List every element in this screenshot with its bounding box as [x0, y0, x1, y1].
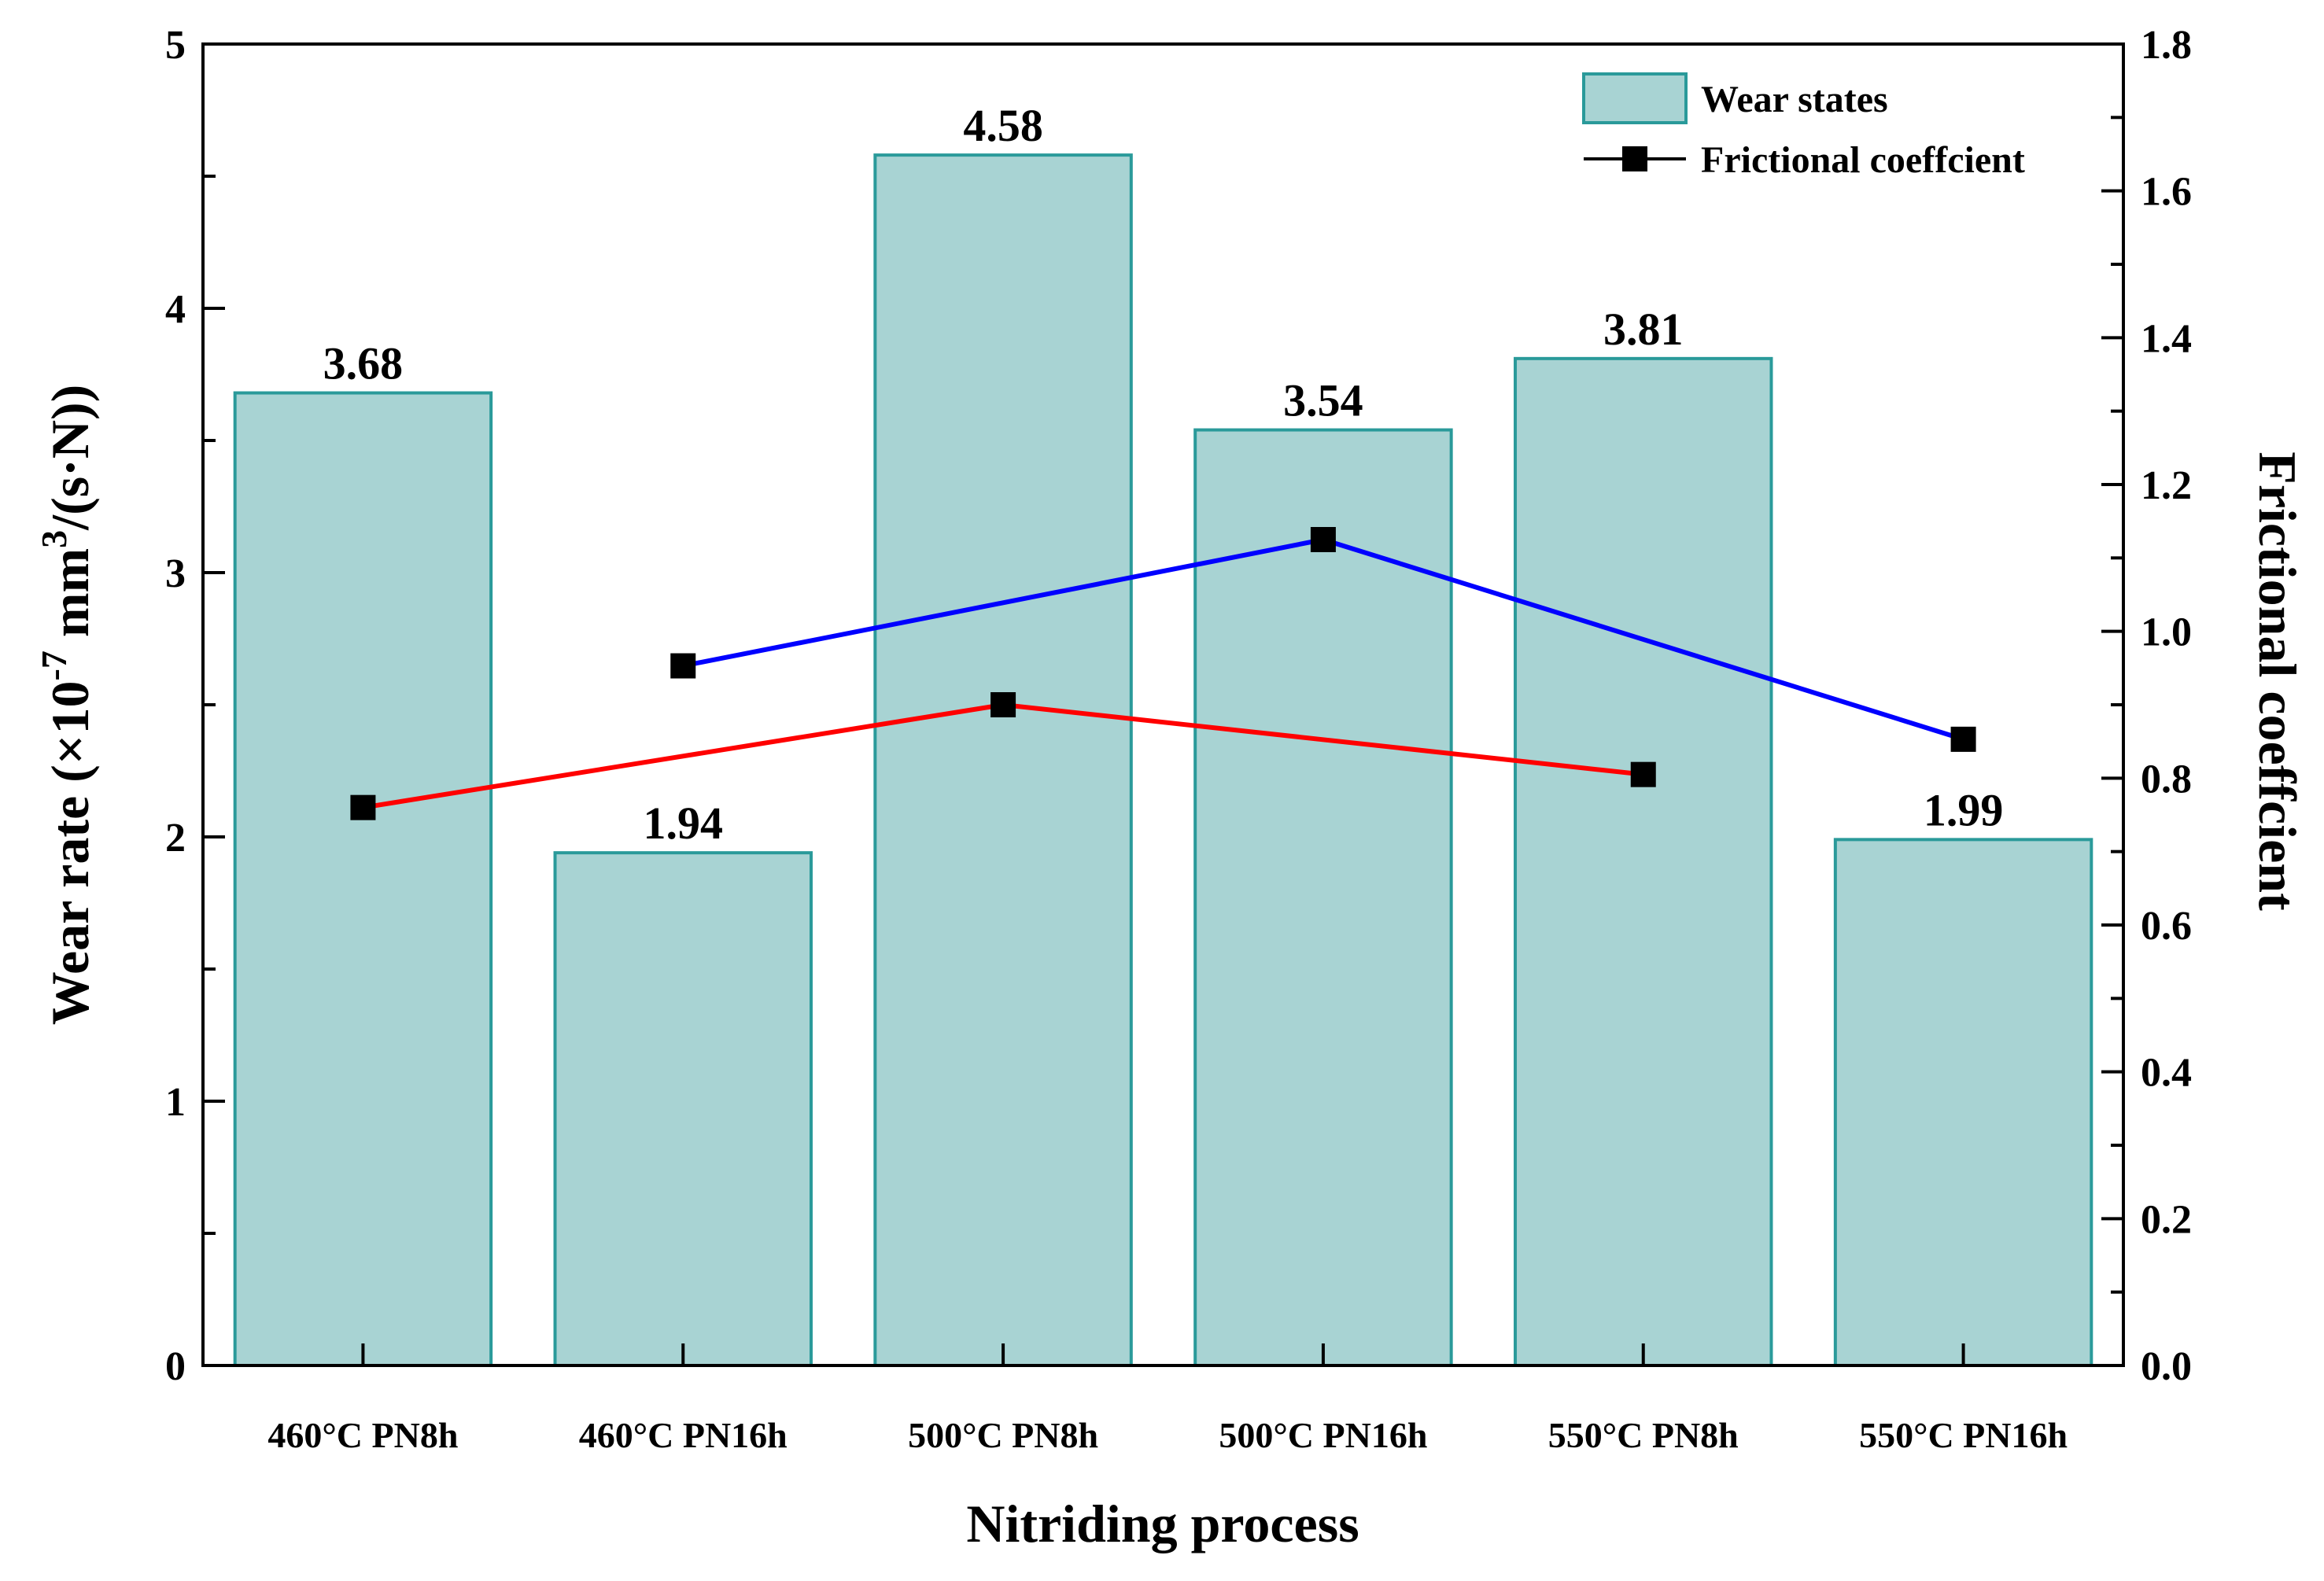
y-axis-title-prefix: Wear rate (×10 — [40, 680, 100, 1025]
y-axis-left: 0 1 2 3 4 5 — [165, 23, 225, 1389]
bar-value-label-2: 4.58 — [963, 100, 1043, 151]
y-tick-label-2: 2 — [165, 816, 186, 861]
y-tick-label-1: 1 — [165, 1080, 186, 1125]
x-axis-title: Nitriding process — [966, 1494, 1359, 1553]
y-axis-right: 0.0 0.2 0.4 0.6 0.8 1.0 1.2 1.4 1.6 1.8 — [2101, 23, 2192, 1389]
bar-labels-layer: 3.68 1.94 4.58 3.54 3.81 1.99 — [323, 100, 2004, 849]
friction-marker-PN8h-2 — [1630, 761, 1656, 787]
y-tick-label-0: 0 — [165, 1344, 186, 1389]
bar-value-label-3: 3.54 — [1283, 375, 1363, 426]
legend-label-frictional: Frictional coeffcient — [1701, 139, 2025, 181]
bar-4 — [1514, 356, 1773, 1368]
x-tick-label-3: 500°C PN16h — [1219, 1415, 1427, 1455]
friction-marker-PN16h-1 — [1310, 527, 1336, 552]
y-axis-title: Wear rate (×10-7 mm3/(s·N)) — [34, 385, 100, 1026]
bar-value-label-5: 1.99 — [1924, 784, 2004, 835]
x-tick-label-5: 550°C PN16h — [1859, 1415, 2068, 1455]
y2-tick-label-1: 0.2 — [2141, 1197, 2192, 1242]
bar-value-label-0: 3.68 — [323, 338, 404, 389]
friction-marker-PN16h-0 — [670, 653, 696, 679]
y2-tick-label-8: 1.6 — [2141, 170, 2192, 215]
y-tick-label-5: 5 — [165, 23, 186, 68]
legend: Wear states Frictional coeffcient — [1582, 72, 2025, 181]
y-axis-title-mid: mm — [40, 548, 100, 650]
x-axis: 460°C PN8h 460°C PN16h 500°C PN8h 500°C PN1… — [267, 1343, 2068, 1455]
y-axis-title-suffix: /(s·N)) — [40, 385, 100, 531]
friction-marker-PN8h-1 — [990, 692, 1016, 717]
bar-value-label-1: 1.94 — [644, 798, 724, 849]
y2-tick-label-5: 1.0 — [2141, 610, 2192, 655]
legend-marker-swatch — [1622, 146, 1647, 171]
y2-tick-label-4: 0.8 — [2141, 757, 2192, 802]
y2-tick-label-6: 1.2 — [2141, 463, 2192, 508]
bar-5 — [1833, 838, 2093, 1367]
x-tick-label-2: 500°C PN8h — [908, 1415, 1098, 1455]
friction-marker-PN8h-0 — [350, 794, 376, 820]
y-tick-label-3: 3 — [165, 551, 186, 596]
y2-tick-label-2: 0.4 — [2141, 1051, 2192, 1096]
bar-3 — [1193, 428, 1453, 1367]
bars-layer — [233, 153, 2093, 1368]
bar-value-label-4: 3.81 — [1603, 304, 1684, 355]
x-tick-label-0: 460°C PN8h — [267, 1415, 458, 1455]
y2-tick-label-0: 0.0 — [2141, 1344, 2192, 1389]
legend-label-wear-states: Wear states — [1701, 79, 1888, 120]
bar-0 — [233, 391, 493, 1367]
y2-tick-label-7: 1.4 — [2141, 316, 2192, 361]
friction-marker-PN16h-2 — [1950, 726, 1976, 752]
y-tick-label-4: 4 — [165, 287, 186, 332]
y2-axis-title: Frictional coeffcient — [2248, 451, 2307, 911]
y-axis-title-exp2: 3 — [34, 530, 74, 548]
x-tick-label-4: 550°C PN8h — [1548, 1415, 1739, 1455]
x-tick-label-1: 460°C PN16h — [579, 1415, 788, 1455]
y2-tick-label-3: 0.6 — [2141, 904, 2192, 949]
legend-bar-swatch — [1582, 72, 1688, 124]
y2-tick-label-9: 1.8 — [2141, 23, 2192, 68]
y-axis-title-exp1: -7 — [34, 650, 74, 680]
bar-2 — [873, 153, 1133, 1367]
markers-layer — [350, 527, 1976, 820]
bar-1 — [553, 851, 813, 1368]
